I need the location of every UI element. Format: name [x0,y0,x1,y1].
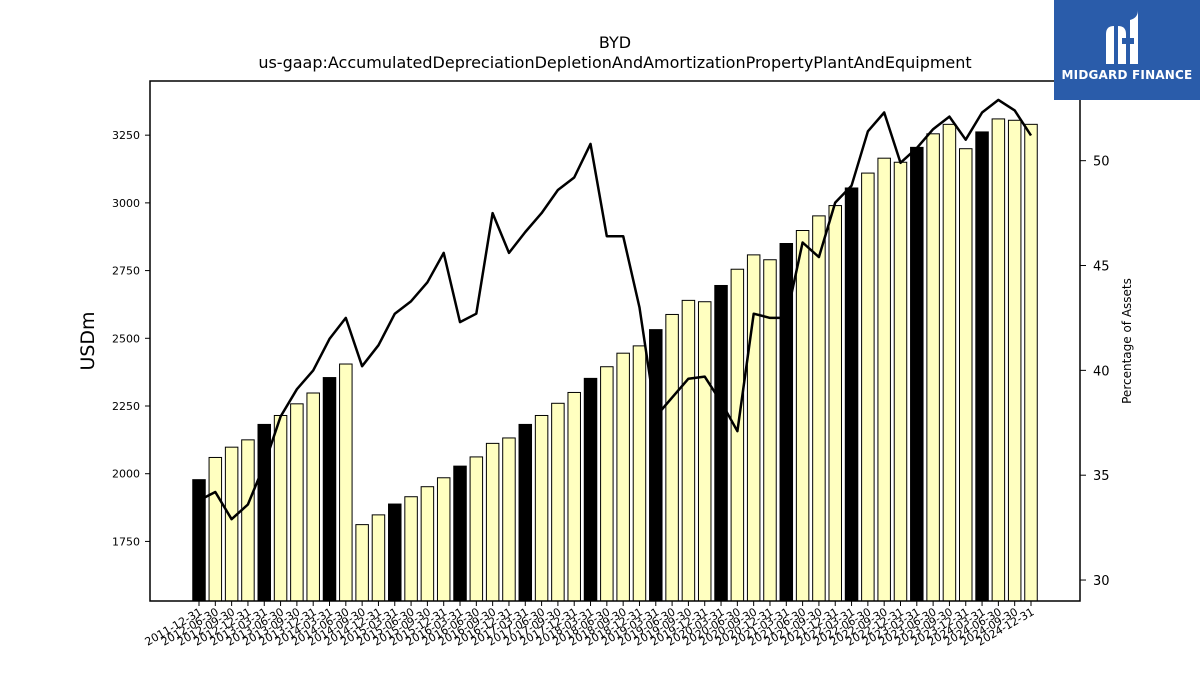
bar-2020-12-31 [763,259,777,602]
bar-2024-06-30 [991,118,1006,602]
y-tick-label: 3000 [112,197,140,210]
bar-2019-12-31 [697,301,712,602]
y-tick-label: 2000 [112,468,140,481]
bar-2024-09-30 [1007,119,1022,602]
bar-2023-06-30 [926,133,940,602]
bar-2022-06-30 [861,172,875,602]
bar-2022-12-31 [893,161,908,602]
y2-tick-label: 50 [1093,155,1110,170]
bar-2018-06-30 [600,366,614,602]
bar-2024-03-31 [975,131,989,602]
y-tick-label: 1750 [112,535,140,548]
bar-2012-12-31 [241,439,255,602]
bar-2012-09-30 [224,446,239,602]
y-tick-label: 2750 [112,265,140,278]
bar-2021-12-31 [828,205,842,602]
y2-axis-label: Percentage of Assets [1120,278,1134,404]
bar-2015-03-31 [388,503,402,602]
right-y-axis: 30 35 40 45 50 [1080,155,1110,589]
chart-subtitle: us-gaap:AccumulatedDepreciationDepletion… [258,53,971,72]
bar-2014-03-31 [322,377,337,602]
bar-2022-09-30 [877,157,891,602]
plot-frame [149,80,1081,602]
y2-tick-label: 35 [1093,469,1110,484]
bar-2017-06-30 [534,414,549,602]
bar-2013-09-30 [290,403,304,602]
bar-2015-06-30 [404,496,418,602]
bar-2012-06-30 [208,456,223,602]
y-tick-label: 2250 [112,400,140,413]
midgard-finance-logo: MIDGARD FINANCE [1054,0,1200,100]
bar-2019-09-30 [681,299,696,602]
bar-2015-09-30 [420,486,435,602]
bar-2021-06-30 [795,230,810,602]
bar-2019-03-31 [649,329,663,602]
y-axis-label: USDm [77,311,99,370]
bar-2018-12-31 [632,345,647,602]
bar-2018-03-31 [583,377,598,602]
bar-2013-12-31 [306,392,320,602]
y2-tick-label: 40 [1093,364,1110,379]
bar-2014-09-30 [355,524,369,602]
bar-2015-12-31 [436,477,451,602]
bar-2016-06-30 [469,456,484,602]
logo-text: MIDGARD FINANCE [1061,68,1193,82]
bar-2021-09-30 [812,215,826,602]
midgard-logo-icon [1106,10,1138,64]
bar-2020-03-31 [714,284,728,602]
bar-2020-09-30 [746,254,761,602]
bar-2024-12-31 [1024,123,1038,602]
bar-2023-12-31 [958,148,973,602]
bar-2017-12-31 [567,391,581,602]
bar-2020-06-30 [730,268,745,602]
x-axis: 2011-12-312012-06-302012-09-302012-12-31… [143,601,1037,649]
bar-2023-03-31 [910,146,924,602]
left-y-axis: 1750 2000 2250 2500 2750 3000 3250 [112,129,150,548]
bar-2014-06-30 [339,363,353,602]
bar-2014-12-31 [371,514,386,602]
percentage-line-series [198,98,1033,521]
bar-2023-09-30 [942,123,957,602]
bar-2016-03-31 [453,465,467,602]
chart-title: BYD [599,33,631,52]
bar-2017-03-31 [518,423,533,602]
y2-tick-label: 30 [1093,574,1110,589]
bar-2019-06-30 [665,313,679,602]
percentage-line [198,98,1033,521]
bar-2022-03-31 [844,187,859,602]
bar-2016-12-31 [502,437,516,602]
y2-tick-label: 45 [1093,260,1110,275]
y-tick-label: 3250 [112,129,140,142]
bar-2013-06-30 [273,414,288,602]
bar-2016-09-30 [485,442,500,602]
y-tick-label: 2500 [112,332,140,345]
bar-2018-09-30 [616,352,630,602]
bar-2017-09-30 [551,402,565,602]
